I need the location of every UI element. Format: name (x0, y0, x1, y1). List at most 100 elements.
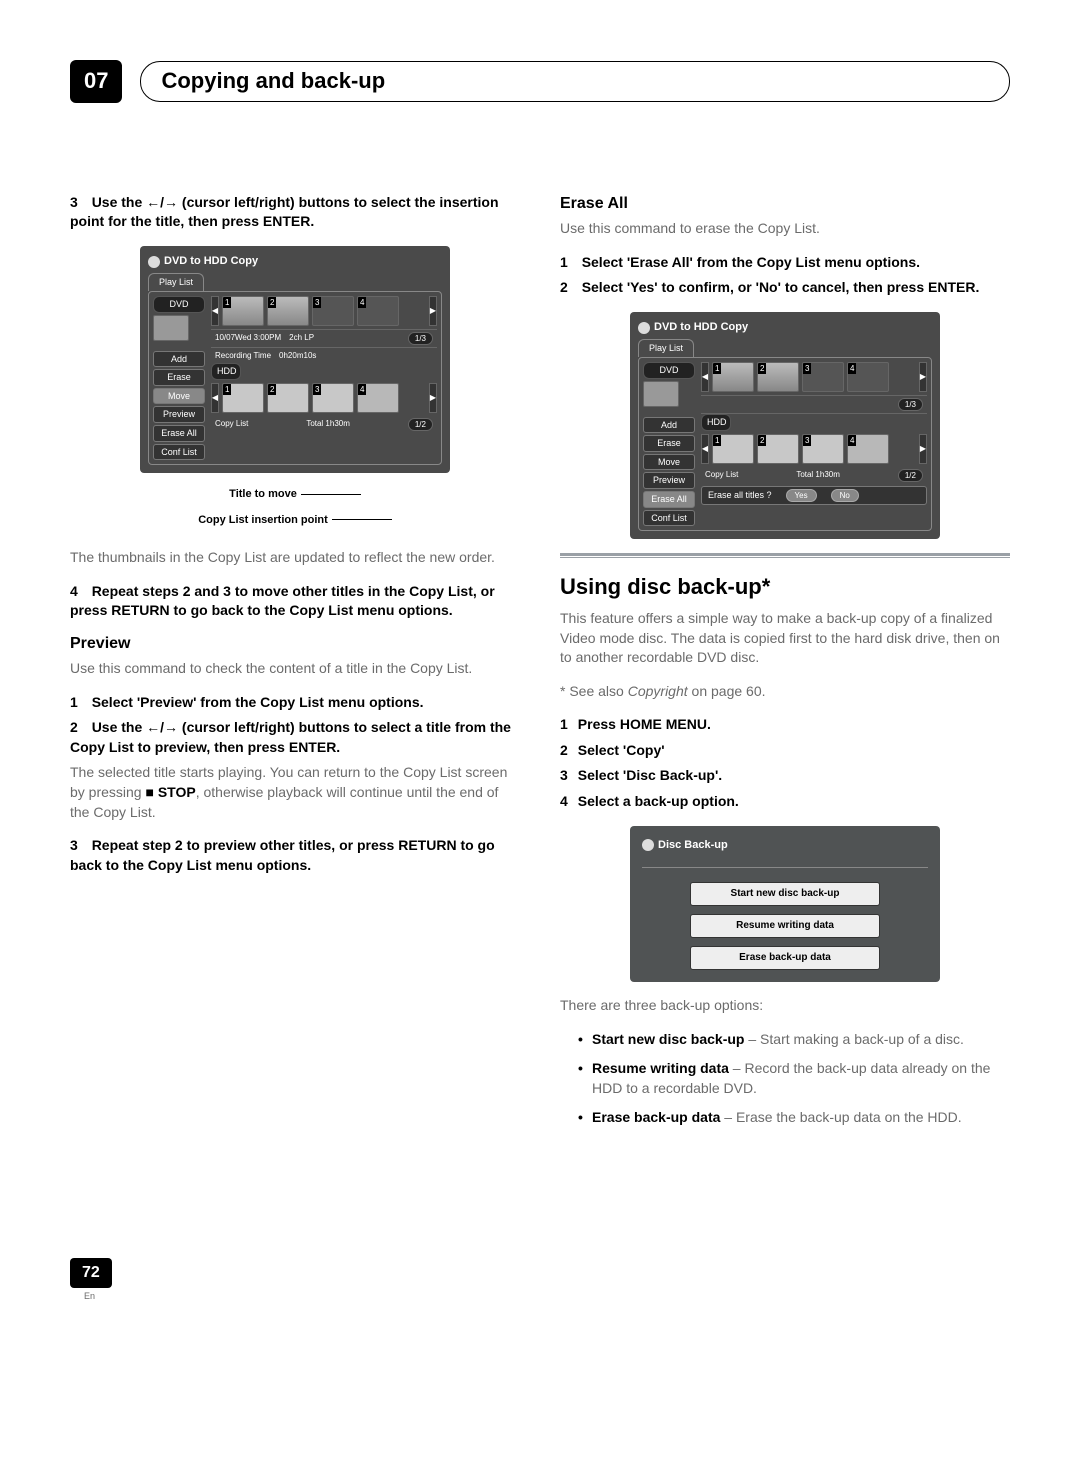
step-number: 2 (560, 742, 568, 758)
opt-label: Resume writing data (592, 1060, 729, 1076)
thumb[interactable]: 2 (267, 383, 309, 413)
thumb[interactable]: 2 (267, 296, 309, 326)
thumb[interactable]: 3 (802, 434, 844, 464)
row-arrow-right[interactable]: ▶ (919, 362, 927, 392)
hdd-thumbs: 1 2 3 4 (222, 383, 426, 413)
row-arrow-right[interactable]: ▶ (429, 383, 437, 413)
thumb[interactable]: 1 (712, 434, 754, 464)
thumb[interactable]: 4 (357, 296, 399, 326)
copylist-row: ◀ 1 2 3 4 ▶ (701, 434, 927, 464)
section-note: * See also Copyright on page 60. (560, 682, 1010, 702)
thumb[interactable]: 4 (847, 362, 889, 392)
hdd-badge: HDD (211, 363, 241, 380)
disc-icon (638, 322, 650, 334)
sidebar-erase[interactable]: Erase (153, 369, 205, 386)
info-rec: Recording Time (215, 350, 271, 361)
step-text: Press HOME MENU. (578, 716, 711, 732)
row-arrow-right[interactable]: ▶ (919, 434, 927, 464)
right-column: Erase All Use this command to erase the … (560, 193, 1010, 1138)
step-number: 4 (560, 793, 568, 809)
note-b: on page 60. (688, 683, 766, 699)
page-badge: 1/3 (408, 332, 433, 345)
page-badge-2: 1/2 (408, 418, 433, 431)
options-list: Start new disc back-up – Start making a … (578, 1030, 1010, 1128)
chapter-header: 07 Copying and back-up (70, 60, 1010, 103)
option-resume[interactable]: Resume writing data (690, 914, 880, 938)
hdd-row: HDD (211, 363, 437, 380)
callout-line (332, 519, 392, 520)
total-label: Total 1h30m (306, 418, 350, 431)
sidebar-preview[interactable]: Preview (153, 406, 205, 423)
no-button[interactable]: No (831, 489, 859, 502)
thumb[interactable]: 1 (222, 296, 264, 326)
thumb[interactable]: 1 (712, 362, 754, 392)
thumb[interactable]: 4 (847, 434, 889, 464)
sidebar-erase-all[interactable]: Erase All (643, 491, 695, 508)
row-arrow-left[interactable]: ◀ (211, 296, 219, 326)
dvd-thumbs: 1 2 3 4 (712, 362, 916, 392)
erase-all-body: Use this command to erase the Copy List. (560, 219, 1010, 239)
page-badge: 1/3 (898, 398, 923, 411)
step-4: 4 Repeat steps 2 and 3 to move other tit… (70, 582, 520, 621)
step-number: 3 (560, 767, 568, 783)
chapter-title-wrap: Copying and back-up (140, 61, 1010, 102)
step-text: Select 'Disc Back-up'. (578, 767, 722, 783)
sidebar-move[interactable]: Move (153, 388, 205, 405)
thumb[interactable]: 4 (357, 383, 399, 413)
option-erase[interactable]: Erase back-up data (690, 946, 880, 970)
opt-label: Erase back-up data (592, 1109, 720, 1125)
sidebar-conf-list[interactable]: Conf List (153, 444, 205, 461)
thumb[interactable]: 2 (757, 362, 799, 392)
step-text: Select 'Copy' (578, 742, 665, 758)
preview-step-2: 2 Use the ←/→ (cursor left/right) button… (70, 718, 520, 757)
option-start-new[interactable]: Start new disc back-up (690, 882, 880, 906)
erase-dialog: Erase all titles ? Yes No (701, 486, 927, 505)
callout-title-move: Title to move (229, 488, 297, 500)
info-ch: 2ch LP (289, 332, 314, 345)
page-badge-2: 1/2 (898, 469, 923, 482)
ui-title-text: DVD to HDD Copy (654, 320, 748, 335)
info-date: 10/07Wed 3:00PM (215, 332, 281, 345)
sidebar-erase[interactable]: Erase (643, 435, 695, 452)
row-arrow-left[interactable]: ◀ (701, 362, 709, 392)
callout-wrap: Title to move Copy List insertion point (70, 487, 520, 528)
sidebar-add[interactable]: Add (643, 417, 695, 434)
opt-text: – Erase the back-up data on the HDD. (720, 1109, 961, 1125)
thumb[interactable]: 3 (312, 383, 354, 413)
stop-label: STOP (154, 784, 196, 800)
thumb[interactable]: 1 (222, 383, 264, 413)
ui-rows: ◀ 1 2 3 4 ▶ 10/07Wed 3:00PM 2ch LP 1/3 (211, 296, 437, 460)
sidebar-conf-list[interactable]: Conf List (643, 510, 695, 527)
chapter-number: 07 (70, 60, 122, 103)
content-columns: 3 Use the ←/→ (cursor left/right) button… (70, 193, 1010, 1138)
step-text: Repeat step 2 to preview other titles, o… (70, 837, 495, 873)
option-item-2: Resume writing data – Record the back-up… (578, 1059, 1010, 1098)
backup-step-1: 1Press HOME MENU. (560, 715, 1010, 735)
sidebar-add[interactable]: Add (153, 351, 205, 368)
disc-icon (642, 839, 654, 851)
thumb[interactable]: 3 (802, 362, 844, 392)
step-number: 3 (70, 837, 78, 853)
dvd-badge: DVD (643, 362, 695, 379)
backup-menu-title: Disc Back-up (642, 838, 928, 853)
ui-sidebar: DVD Add Erase Move Preview Erase All Con… (643, 362, 695, 526)
sidebar-preview[interactable]: Preview (643, 472, 695, 489)
ui-footer: Copy List Total 1h30m 1/2 (701, 467, 927, 484)
sidebar-move[interactable]: Move (643, 454, 695, 471)
thumb[interactable]: 2 (757, 434, 799, 464)
info-dur: 0h20m10s (279, 350, 316, 361)
row-arrow-left[interactable]: ◀ (701, 434, 709, 464)
yes-button[interactable]: Yes (786, 489, 817, 502)
row-arrow-right[interactable]: ▶ (429, 296, 437, 326)
step-text-a: Use the (92, 719, 146, 735)
ui-info-row: 10/07Wed 3:00PM 2ch LP 1/3 (211, 329, 437, 348)
ui-title: DVD to HDD Copy (638, 320, 932, 335)
backup-step-2: 2 Select 'Copy' (560, 741, 1010, 761)
playlist-tab: Play List (638, 339, 694, 357)
section-body: This feature offers a simple way to make… (560, 609, 1010, 668)
thumb[interactable]: 3 (312, 296, 354, 326)
options-intro: There are three back-up options: (560, 996, 1010, 1016)
row-arrow-left[interactable]: ◀ (211, 383, 219, 413)
ui-footer: Copy List Total 1h30m 1/2 (211, 416, 437, 433)
sidebar-erase-all[interactable]: Erase All (153, 425, 205, 442)
